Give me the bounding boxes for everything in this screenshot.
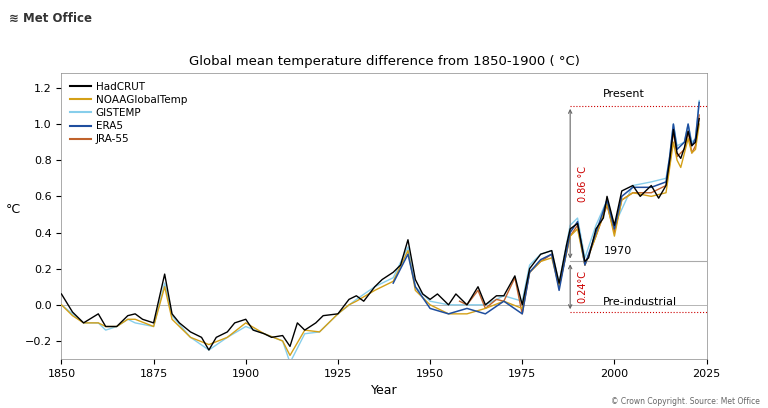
Text: 0.86 °C: 0.86 °C xyxy=(578,166,588,202)
Text: Pre-industrial: Pre-industrial xyxy=(604,297,677,307)
Text: Present: Present xyxy=(604,89,645,99)
Text: 0.24°C: 0.24°C xyxy=(578,270,588,303)
Legend: HadCRUT, NOAAGlobalTemp, GISTEMP, ERA5, JRA-55: HadCRUT, NOAAGlobalTemp, GISTEMP, ERA5, … xyxy=(67,79,190,147)
X-axis label: Year: Year xyxy=(371,384,397,397)
Text: © Crown Copyright. Source: Met Office: © Crown Copyright. Source: Met Office xyxy=(611,397,760,406)
Y-axis label: °C: °C xyxy=(6,203,21,216)
Text: 1970: 1970 xyxy=(604,246,631,256)
Title: Global mean temperature difference from 1850-1900 ( °C): Global mean temperature difference from … xyxy=(189,55,579,68)
Text: ≋ Met Office: ≋ Met Office xyxy=(9,12,92,25)
